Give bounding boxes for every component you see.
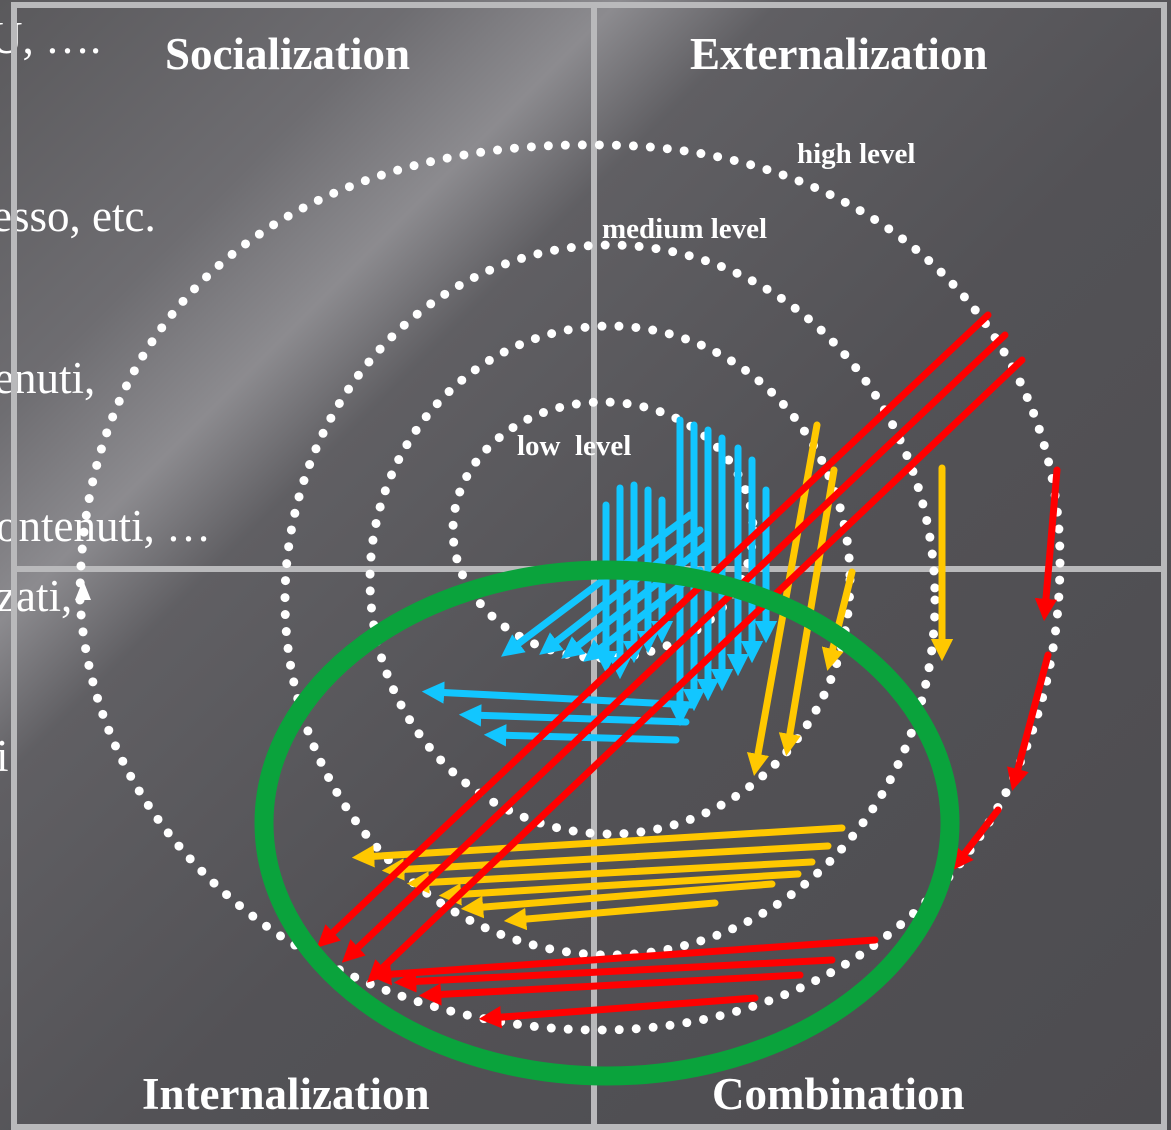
cyan-arrow (458, 704, 690, 727)
red-arrow (418, 971, 804, 1006)
red-arrow (478, 994, 759, 1029)
red-arrow (951, 806, 1002, 871)
red-arrows (316, 311, 1061, 1029)
level-label-high: high level (797, 138, 916, 170)
yellow-arrow (351, 824, 846, 868)
red-arrow (341, 331, 1009, 963)
red-arrow (1007, 651, 1052, 791)
yellow-arrow (438, 870, 802, 906)
yellow-arrow (778, 466, 838, 757)
ring-high (75, 140, 1065, 1035)
quadrant-label-externalization: Externalization (690, 29, 988, 79)
cyan-arrow (561, 541, 710, 659)
quadrant-label-internalization: Internalization (142, 1069, 430, 1119)
yellow-arrow (460, 880, 776, 919)
cyan-arrow (539, 526, 704, 655)
cyan-arrow (421, 681, 696, 709)
red-arrow (1034, 466, 1061, 622)
quadrant-label-socialization: Socialization (165, 29, 410, 79)
red-arrow (366, 356, 1026, 983)
background-text-line6: i (0, 731, 9, 781)
ring-medium-outer (280, 240, 940, 960)
highlight-ellipse (254, 560, 960, 1086)
cyan-arrow (483, 724, 680, 747)
background-text-line4: ontenuti, … (0, 501, 211, 551)
quadrant-label-combination: Combination (712, 1069, 965, 1119)
red-arrow (368, 936, 879, 986)
red-arrow (316, 311, 992, 948)
white-arrow-marker (75, 580, 91, 600)
yellow-arrow (503, 899, 719, 931)
cyan-arrow (501, 511, 694, 657)
level-label-medium: medium level (602, 213, 768, 245)
yellow-arrow (821, 568, 856, 671)
red-arrow (393, 956, 836, 993)
yellow-arrows (351, 421, 954, 931)
background-text-line2: esso, etc. (0, 191, 156, 241)
yellow-arrow (406, 858, 816, 894)
level-label-low: low level (517, 430, 632, 462)
yellow-arrow (381, 842, 832, 881)
